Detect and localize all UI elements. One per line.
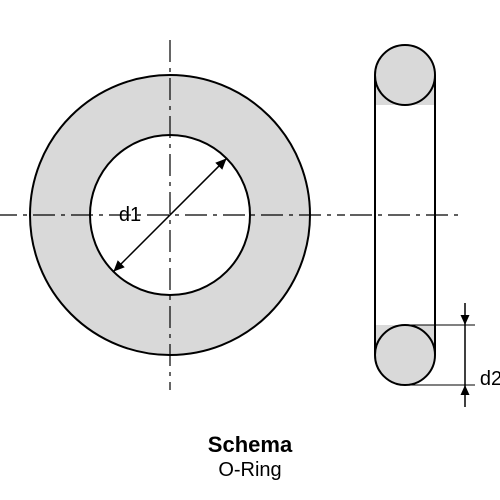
side-bottom-section [375, 325, 435, 385]
diagram-stage: d1 d2 Schema O-Ring [0, 0, 500, 500]
oring-diagram: d1 d2 [0, 0, 500, 500]
arrow-head [461, 315, 470, 325]
diagram-title: Schema [0, 432, 500, 458]
side-top-section [375, 45, 435, 105]
arrow-head [461, 385, 470, 395]
d2-label: d2 [480, 368, 500, 390]
diagram-subtitle: O-Ring [0, 459, 500, 482]
d1-label: d1 [119, 204, 141, 226]
